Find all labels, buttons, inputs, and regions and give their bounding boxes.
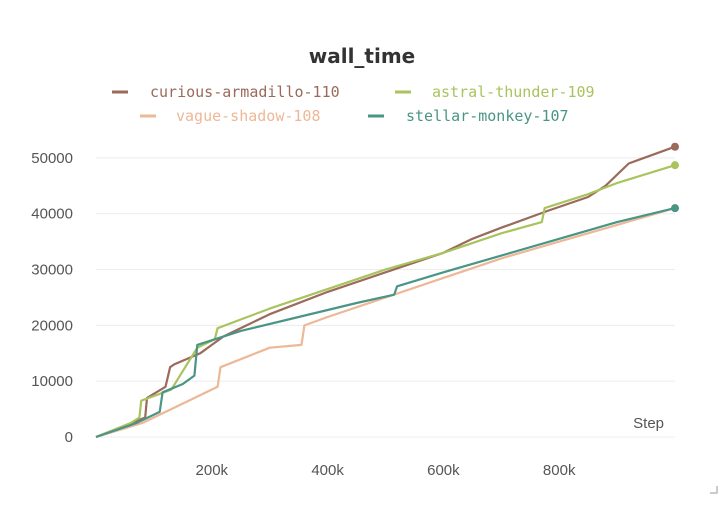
- legend-label: astral-thunder-109: [432, 83, 595, 101]
- series-endpoint-astral-thunder-109[interactable]: [671, 161, 679, 170]
- x-tick-label: 800k: [543, 462, 576, 479]
- legend-item-vague-shadow-108[interactable]: vague-shadow-108: [140, 107, 321, 125]
- y-tick-label: 20000: [31, 317, 73, 334]
- legend-item-curious-armadillo-110[interactable]: curious-armadillo-110: [112, 83, 340, 101]
- y-tick-label: 50000: [31, 150, 73, 167]
- legend-label: vague-shadow-108: [176, 107, 321, 125]
- x-tick-label: 400k: [311, 462, 344, 479]
- legend-item-stellar-monkey-107[interactable]: stellar-monkey-107: [368, 107, 569, 125]
- series-line-vague-shadow-108[interactable]: [95, 207, 676, 439]
- y-tick-label: 40000: [31, 206, 73, 223]
- resize-handle-icon[interactable]: [710, 486, 718, 494]
- series-line-astral-thunder-109[interactable]: [95, 164, 676, 439]
- x-axis-label: Step: [633, 415, 664, 432]
- y-tick-label: 10000: [31, 373, 73, 390]
- legend-item-astral-thunder-109[interactable]: astral-thunder-109: [395, 83, 595, 101]
- legend-label: curious-armadillo-110: [150, 83, 340, 101]
- series-line-stellar-monkey-107[interactable]: [95, 207, 676, 439]
- series-lines: [95, 142, 679, 439]
- x-tick-label: 600k: [427, 462, 460, 479]
- series-line-curious-armadillo-110[interactable]: [95, 145, 676, 439]
- series-endpoint-curious-armadillo-110[interactable]: [671, 142, 679, 151]
- y-tick-label: 0: [65, 429, 73, 446]
- chart-title: wall_time: [309, 44, 416, 68]
- x-tick-label: 200k: [196, 462, 229, 479]
- legend: curious-armadillo-110 astral-thunder-109…: [112, 83, 595, 125]
- x-axis: 200k 400k 600k 800k: [196, 462, 576, 479]
- grid: [96, 157, 675, 438]
- y-tick-label: 30000: [31, 262, 73, 279]
- y-axis: 0 10000 20000 30000 40000 50000: [31, 150, 73, 446]
- series-endpoint-stellar-monkey-107[interactable]: [671, 204, 679, 213]
- legend-label: stellar-monkey-107: [406, 107, 569, 125]
